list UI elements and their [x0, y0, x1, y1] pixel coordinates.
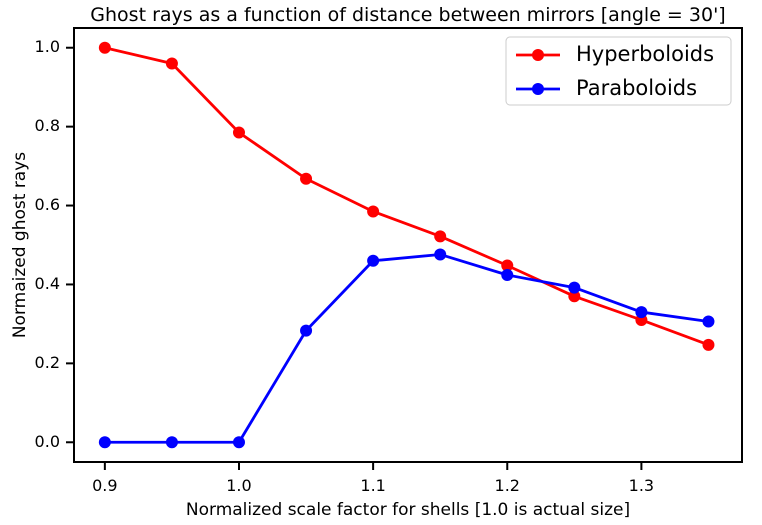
legend-label-paraboloids: Paraboloids [576, 76, 697, 100]
x-axis-label: Normalized scale factor for shells [1.0 … [186, 500, 630, 520]
data-point-paraboloids [501, 268, 514, 281]
y-tick-label: 0.0 [35, 432, 60, 451]
data-point-paraboloids [702, 315, 715, 328]
x-tick-label: 1.0 [226, 476, 251, 495]
y-tick-label: 0.8 [35, 116, 60, 135]
series-line-hyperboloids [104, 46, 709, 347]
data-point-hyperboloids [434, 230, 447, 243]
data-point-paraboloids [568, 281, 581, 294]
y-tick-label: 1.0 [35, 37, 60, 56]
data-point-hyperboloids [165, 57, 178, 70]
series-line-paraboloids [104, 253, 709, 444]
data-point-paraboloids [300, 324, 313, 337]
data-point-paraboloids [98, 436, 111, 449]
y-axis-label: Normaized ghost rays [10, 152, 30, 338]
data-point-hyperboloids [232, 126, 245, 139]
data-point-paraboloids [367, 254, 380, 267]
data-point-hyperboloids [702, 338, 715, 351]
legend-box [505, 36, 732, 106]
legend-label-hyperboloids: Hyperboloids [576, 42, 714, 66]
data-point-paraboloids [434, 248, 447, 261]
data-point-hyperboloids [367, 205, 380, 218]
data-point-hyperboloids [568, 290, 581, 303]
data-point-paraboloids [635, 306, 648, 319]
x-tick-label: 1.3 [629, 476, 654, 495]
x-tick-label: 0.9 [92, 476, 117, 495]
data-point-hyperboloids [300, 172, 313, 185]
x-tick-label: 1.1 [360, 476, 385, 495]
plot-frame [73, 27, 743, 463]
data-point-hyperboloids [98, 41, 111, 54]
data-point-paraboloids [232, 436, 245, 449]
chart-title: Ghost rays as a function of distance bet… [90, 4, 725, 26]
x-tick-label: 1.2 [495, 476, 520, 495]
y-tick-label: 0.2 [35, 353, 60, 372]
y-tick-label: 0.6 [35, 195, 60, 214]
legend: Hyperboloids Paraboloids [505, 36, 732, 106]
data-point-hyperboloids [501, 259, 514, 272]
legend-marker-hyperboloids [532, 49, 544, 61]
plot-area: 0.9 1.0 1.1 1.2 1.3 0.0 0.2 0.4 0.6 0.8 1.0 [35, 27, 743, 495]
y-tick-label: 0.4 [35, 274, 60, 293]
data-point-paraboloids [165, 436, 178, 449]
legend-marker-paraboloids [532, 83, 544, 95]
